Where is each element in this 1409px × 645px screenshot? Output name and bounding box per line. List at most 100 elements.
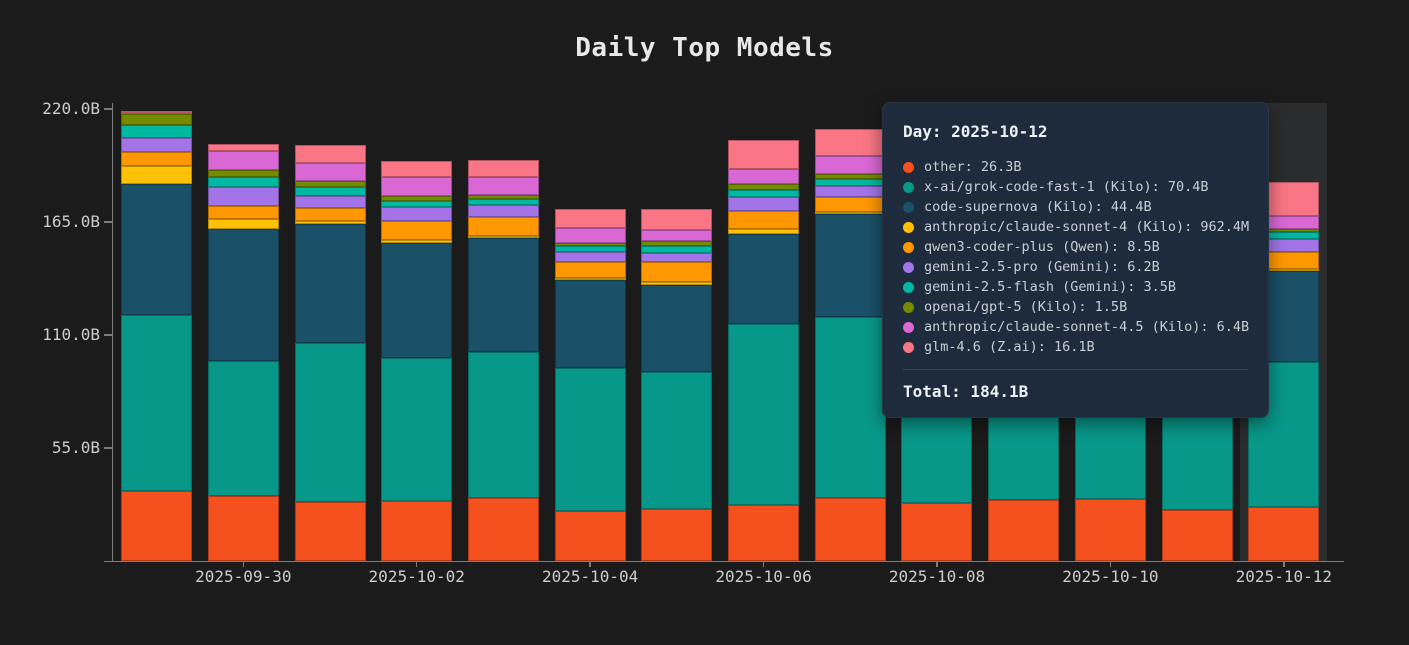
bar-segment[interactable] [554, 251, 626, 262]
bar-segment[interactable] [467, 160, 539, 178]
bar-segment[interactable] [381, 206, 453, 221]
bar-segment[interactable] [467, 235, 539, 238]
bar-segment[interactable] [121, 114, 193, 126]
bar-segment[interactable] [207, 170, 279, 178]
bar-segment[interactable] [294, 501, 366, 561]
bar-segment[interactable] [728, 140, 800, 169]
bar-segment[interactable] [381, 242, 453, 359]
bar-segment[interactable] [381, 176, 453, 196]
bar-segment[interactable] [814, 316, 886, 498]
bar-segment[interactable] [554, 279, 626, 369]
bar-segment[interactable] [381, 220, 453, 240]
bar-segment[interactable] [988, 499, 1060, 561]
bar-segment[interactable] [467, 205, 539, 218]
series-color-dot-icon [903, 161, 914, 173]
bar-segment[interactable] [381, 239, 453, 243]
bar-segment[interactable] [294, 181, 366, 188]
bar-segment[interactable] [1248, 506, 1320, 561]
bar-segment[interactable] [554, 242, 626, 246]
bar-segment[interactable] [121, 315, 193, 492]
bar-segment[interactable] [728, 196, 800, 211]
bar-segment[interactable] [814, 497, 886, 561]
bar-segment[interactable] [381, 500, 453, 561]
bar-segment[interactable] [554, 245, 626, 252]
bar-segment[interactable] [467, 237, 539, 353]
bar-segment[interactable] [207, 228, 279, 362]
bar-segment[interactable] [381, 195, 453, 201]
bar-segment[interactable] [121, 183, 193, 316]
bar-segment[interactable] [641, 209, 713, 230]
bar-segment[interactable] [207, 361, 279, 496]
bar-segment[interactable] [1248, 228, 1320, 232]
bar-segment[interactable] [641, 508, 713, 561]
bar-segment[interactable] [207, 177, 279, 188]
bar-segment[interactable] [294, 223, 366, 344]
bar-segment[interactable] [207, 495, 279, 561]
bar-segment[interactable] [294, 208, 366, 221]
bar-segment[interactable] [814, 179, 886, 187]
bar-segment[interactable] [294, 196, 366, 209]
bar-segment[interactable] [294, 163, 366, 182]
bar-segment[interactable] [1074, 498, 1146, 561]
bar-segment[interactable] [207, 187, 279, 207]
bar-segment[interactable] [207, 206, 279, 219]
bar-segment[interactable] [641, 240, 713, 246]
bar-segment[interactable] [1161, 509, 1233, 561]
bar-segment[interactable] [641, 229, 713, 241]
bar-segment[interactable] [641, 245, 713, 253]
bar-segment[interactable] [467, 195, 539, 200]
bar-segment[interactable] [641, 284, 713, 373]
bar-segment[interactable] [207, 151, 279, 171]
bar-segment[interactable] [641, 252, 713, 262]
bar-segment[interactable] [728, 228, 800, 234]
bar-segment[interactable] [207, 144, 279, 152]
bar-segment[interactable] [1248, 231, 1320, 239]
bar-segment[interactable] [121, 151, 193, 166]
bar-segment[interactable] [121, 137, 193, 152]
bar-segment[interactable] [121, 111, 193, 114]
bar-segment[interactable] [728, 323, 800, 505]
x-tick-mark [936, 561, 938, 567]
bar-segment[interactable] [467, 177, 539, 196]
bar-segment[interactable] [901, 502, 973, 561]
bar-segment[interactable] [121, 125, 193, 138]
bar-segment[interactable] [728, 189, 800, 197]
bar-segment[interactable] [467, 497, 539, 561]
bar-segment[interactable] [1248, 269, 1320, 272]
bar-segment[interactable] [814, 214, 886, 317]
bar-segment[interactable] [641, 261, 713, 282]
bar-segment[interactable] [554, 510, 626, 561]
bar-segment[interactable] [641, 372, 713, 509]
bar-segment[interactable] [814, 156, 886, 175]
bar-segment[interactable] [814, 174, 886, 180]
bar-segment[interactable] [814, 186, 886, 198]
bar-segment[interactable] [294, 187, 366, 197]
bar-segment[interactable] [554, 227, 626, 243]
bar-segment[interactable] [207, 218, 279, 229]
bar-segment[interactable] [554, 261, 626, 278]
bar-segment[interactable] [728, 183, 800, 190]
bar-segment[interactable] [467, 199, 539, 206]
bar-segment[interactable] [121, 165, 193, 184]
bar-segment[interactable] [814, 197, 886, 213]
bar-segment[interactable] [641, 281, 713, 285]
bar-segment[interactable] [554, 208, 626, 228]
bar-segment[interactable] [121, 491, 193, 561]
bar-segment[interactable] [728, 168, 800, 184]
bar-segment[interactable] [381, 358, 453, 501]
bar-segment[interactable] [294, 220, 366, 224]
bar-segment[interactable] [554, 277, 626, 280]
bar-segment[interactable] [554, 368, 626, 511]
bar-segment[interactable] [121, 113, 193, 115]
bar-segment[interactable] [814, 129, 886, 157]
bar-segment[interactable] [467, 217, 539, 236]
bar-segment[interactable] [728, 210, 800, 229]
bar-segment[interactable] [728, 504, 800, 561]
bar-segment[interactable] [814, 212, 886, 215]
bar-segment[interactable] [467, 352, 539, 498]
bar-segment[interactable] [294, 343, 366, 502]
bar-segment[interactable] [294, 145, 366, 164]
bar-segment[interactable] [381, 160, 453, 177]
bar-segment[interactable] [381, 200, 453, 207]
bar-segment[interactable] [728, 233, 800, 324]
